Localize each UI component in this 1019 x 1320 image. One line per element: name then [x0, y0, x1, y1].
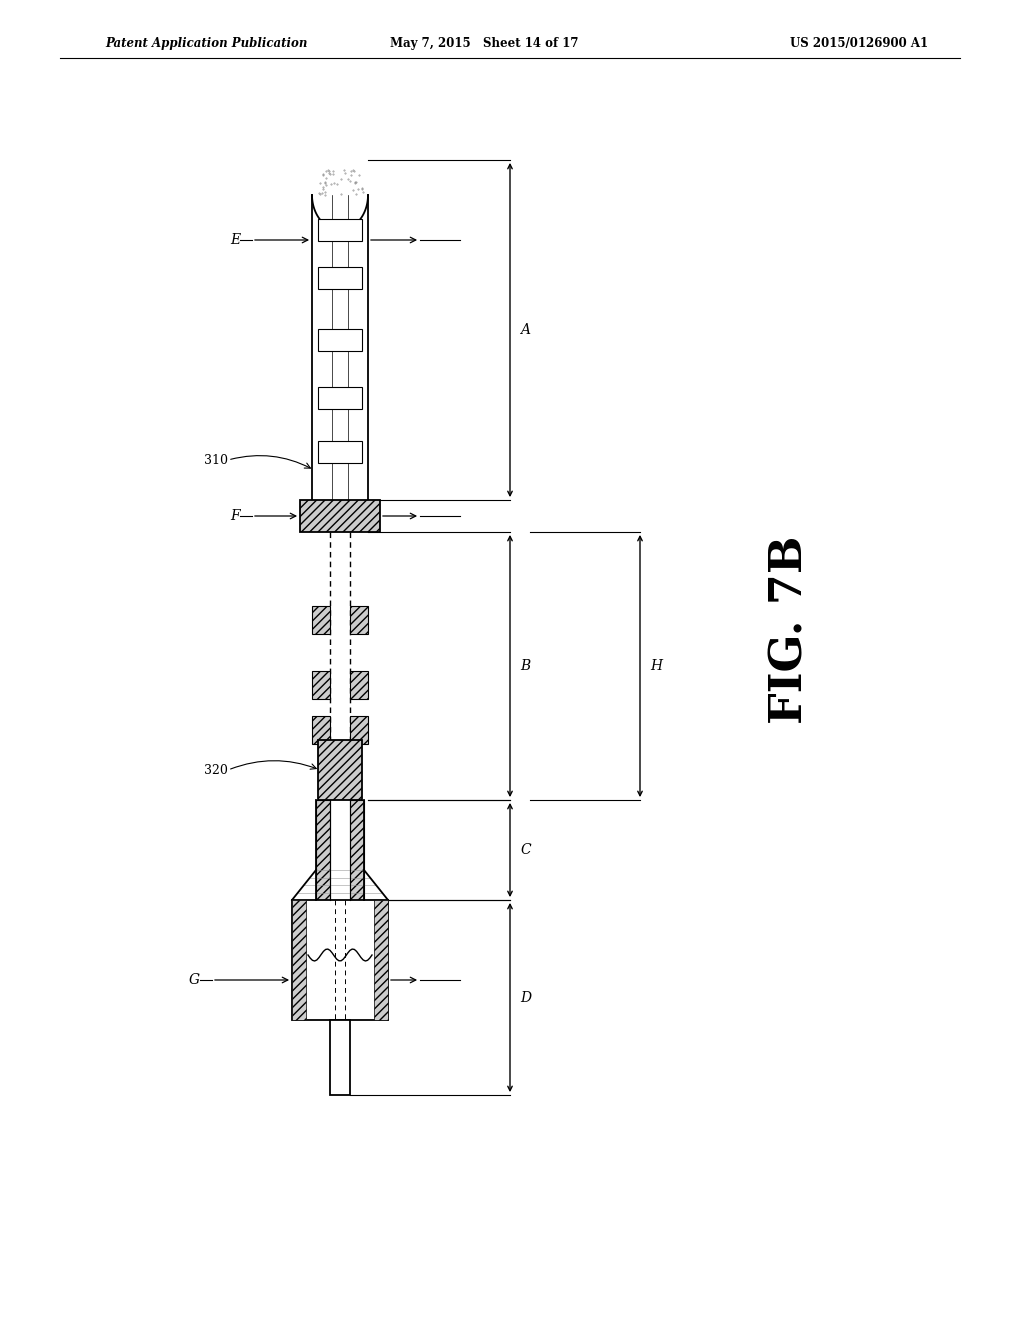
- Text: G: G: [189, 973, 200, 987]
- Point: [317, 173, 333, 194]
- Polygon shape: [312, 195, 368, 500]
- Point: [342, 164, 359, 185]
- Text: FIG. 7B: FIG. 7B: [767, 536, 811, 725]
- Bar: [312, 671, 330, 700]
- Point: [345, 161, 362, 182]
- Point: [332, 183, 348, 205]
- Point: [315, 164, 331, 185]
- Bar: [318, 329, 362, 351]
- Point: [321, 161, 337, 182]
- Point: [322, 164, 338, 185]
- Point: [346, 172, 363, 193]
- Point: [314, 177, 330, 198]
- Text: D: D: [520, 990, 531, 1005]
- Bar: [318, 441, 362, 463]
- Bar: [318, 741, 362, 800]
- Bar: [350, 671, 368, 700]
- Point: [320, 160, 336, 181]
- Point: [336, 160, 353, 181]
- Bar: [318, 267, 362, 289]
- Point: [317, 160, 333, 181]
- Bar: [350, 606, 368, 634]
- Point: [354, 177, 370, 198]
- Text: E: E: [229, 234, 239, 247]
- Point: [313, 182, 329, 203]
- Bar: [316, 800, 330, 900]
- Point: [347, 172, 364, 193]
- Bar: [312, 715, 330, 744]
- Point: [317, 181, 333, 202]
- Bar: [318, 387, 362, 409]
- Point: [322, 173, 338, 194]
- Point: [342, 160, 359, 181]
- Bar: [291, 900, 387, 1020]
- Point: [311, 182, 327, 203]
- Point: [336, 162, 353, 183]
- Point: [354, 182, 370, 203]
- Point: [312, 173, 328, 194]
- Point: [344, 180, 361, 201]
- Point: [344, 160, 361, 181]
- Point: [318, 174, 334, 195]
- Text: US 2015/0126900 A1: US 2015/0126900 A1: [790, 37, 927, 50]
- Point: [346, 172, 363, 193]
- Point: [315, 164, 331, 185]
- Point: [347, 183, 364, 205]
- Point: [321, 162, 337, 183]
- Point: [341, 170, 358, 191]
- Point: [329, 174, 345, 195]
- Point: [325, 160, 341, 181]
- Point: [332, 169, 348, 190]
- Text: B: B: [520, 659, 530, 673]
- Bar: [374, 900, 387, 1020]
- Point: [339, 169, 356, 190]
- Point: [325, 162, 341, 183]
- Bar: [291, 900, 306, 1020]
- Bar: [350, 800, 364, 900]
- Bar: [318, 219, 362, 242]
- Bar: [350, 715, 368, 744]
- Text: 310: 310: [204, 454, 228, 466]
- Text: Patent Application Publication: Patent Application Publication: [105, 37, 307, 50]
- Bar: [330, 1020, 350, 1096]
- Text: 320: 320: [204, 763, 228, 776]
- Point: [316, 183, 332, 205]
- Point: [316, 172, 332, 193]
- Text: F: F: [230, 510, 239, 523]
- Point: [311, 183, 327, 205]
- Point: [317, 168, 333, 189]
- Point: [351, 165, 367, 186]
- Bar: [300, 500, 380, 532]
- Text: C: C: [520, 843, 530, 857]
- Point: [350, 178, 366, 199]
- Point: [314, 178, 330, 199]
- Bar: [312, 606, 330, 634]
- Text: A: A: [520, 323, 530, 337]
- Point: [354, 178, 370, 199]
- Point: [325, 173, 341, 194]
- Text: H: H: [649, 659, 661, 673]
- Text: May 7, 2015   Sheet 14 of 17: May 7, 2015 Sheet 14 of 17: [389, 37, 578, 50]
